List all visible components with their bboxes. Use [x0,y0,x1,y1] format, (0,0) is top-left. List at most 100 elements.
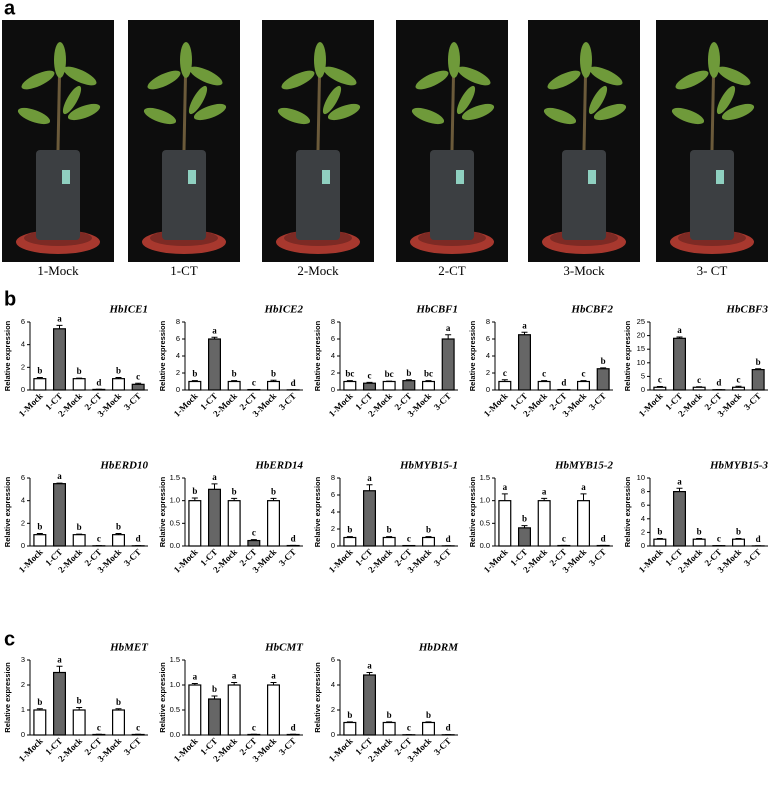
photo-label: 3- CT [697,263,728,278]
significance-letter: c [407,534,411,544]
significance-letter: d [291,533,296,543]
x-tick-label: 1-Mock [172,736,200,764]
y-tick-label: 8 [641,487,645,496]
y-tick-label: 2 [21,362,25,371]
significance-letter: bc [385,369,394,379]
bar [672,491,686,547]
error-bar [191,380,198,382]
error-bar [425,721,432,723]
y-tick-label: 1 [21,705,25,714]
y-tick-label: 8 [331,473,335,482]
significance-letter: b [232,369,237,379]
error-bar [191,497,198,501]
panel-letter: c [4,628,15,650]
bar [382,380,396,391]
y-tick-label: 2 [331,705,335,714]
y-tick-label: 1.0 [480,496,490,505]
bar [33,534,47,547]
x-tick-label: 3-CT [587,547,608,568]
chart-title: HbMYB15-2 [554,460,614,472]
y-axis-label: Relative expression [313,320,322,391]
significance-letter: bc [345,369,354,379]
error-bar [425,536,432,538]
significance-letter: b [522,514,527,524]
significance-letter: b [756,357,761,367]
error-bar [366,381,373,384]
bar [267,684,281,736]
photo [526,18,642,264]
x-tick-label: 1-Mock [17,736,45,764]
y-axis-label: Relative expression [158,476,167,547]
y-tick-label: 0 [21,385,25,394]
y-tick-label: 6 [21,473,25,482]
error-bar [346,536,353,538]
chart-title: HbMYB15-1 [399,460,458,472]
y-tick-label: 6 [176,334,180,343]
significance-letter: d [756,534,761,544]
significance-letter: a [212,472,217,482]
x-tick-label: 1-Mock [327,547,355,575]
significance-letter: b [406,368,411,378]
error-bar [211,695,218,699]
x-tick-label: 1-Mock [17,391,45,419]
bar [72,378,86,391]
bar [208,488,222,547]
error-bar [211,483,218,490]
y-tick-label: 0.0 [170,541,180,550]
panel-letter: b [4,288,16,310]
bar [692,538,706,547]
y-tick-label: 1.5 [480,473,490,482]
x-tick-label: 3-CT [277,391,298,412]
y-tick-label: 2 [331,368,335,377]
y-axis-label: Relative expression [313,662,322,733]
x-tick-label: 1-Mock [327,391,355,419]
y-tick-label: 2 [21,680,25,689]
bar [227,380,241,391]
significance-letter: c [407,723,411,733]
error-bar [366,484,373,491]
error-bar [656,385,663,388]
x-tick-label: 1-Mock [172,391,200,419]
bar [267,380,281,391]
error-bar [735,538,742,540]
y-tick-label: 2 [331,524,335,533]
y-tick-label: 4 [331,351,335,360]
error-bar [270,379,277,382]
error-bar [696,538,703,540]
y-axis-label: Relative expression [158,662,167,733]
panel-letter: a [4,0,16,19]
chart-title: HbCBF3 [725,304,768,316]
y-tick-label: 3 [21,655,25,664]
significance-letter: a [581,482,586,492]
error-bar [270,682,277,685]
x-tick-label: 3-CT [277,736,298,757]
error-bar [115,708,122,710]
y-tick-label: 0 [21,541,25,550]
significance-letter: c [252,722,256,732]
error-bar [541,497,548,501]
x-tick-label: 1-Mock [637,547,665,575]
bar [537,500,551,547]
significance-letter: c [737,374,741,384]
error-bar [36,533,43,535]
error-bar [36,377,43,379]
bar [111,709,125,736]
bar [382,721,396,736]
photo-label: 1-CT [170,263,198,278]
bar [751,369,765,391]
chart-title: HbMYB15-3 [709,460,769,472]
bar [227,684,241,736]
bar [52,483,66,547]
bar [52,328,66,391]
bar [72,534,86,547]
significance-letter: b [271,368,276,378]
y-tick-label: 10 [637,358,645,367]
error-bar [56,665,63,673]
photo [260,18,376,264]
bar [131,383,145,391]
significance-letter: b [116,697,121,707]
significance-letter: a [503,482,508,492]
significance-letter: d [716,378,721,388]
bar [731,386,745,391]
y-axis-label: Relative expression [3,320,12,391]
